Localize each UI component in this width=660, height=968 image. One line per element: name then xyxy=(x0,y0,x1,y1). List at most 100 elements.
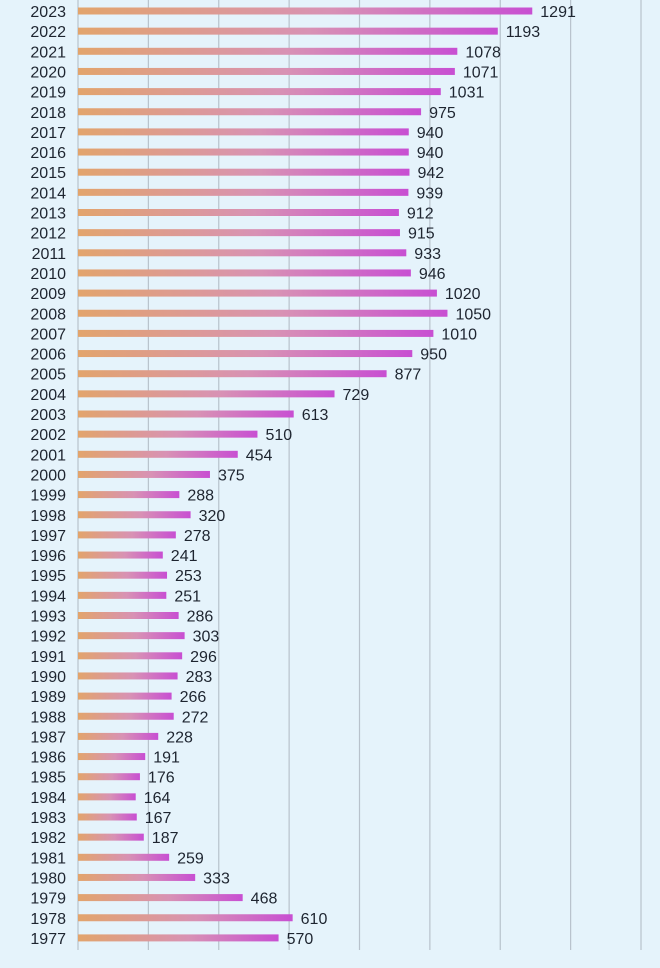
value-label: 877 xyxy=(395,367,422,384)
value-label: 1078 xyxy=(465,44,501,61)
value-label: 915 xyxy=(408,226,435,243)
value-label: 1291 xyxy=(540,4,576,21)
category-label: 1992 xyxy=(30,629,66,646)
category-label: 1998 xyxy=(30,508,66,525)
bar xyxy=(78,148,409,156)
bar xyxy=(78,289,437,297)
bar xyxy=(78,209,399,216)
category-label: 2014 xyxy=(30,185,66,202)
value-label: 253 xyxy=(175,568,202,585)
category-label: 1977 xyxy=(30,931,66,948)
category-label: 1980 xyxy=(30,870,66,887)
value-label: 510 xyxy=(265,427,292,444)
category-label: 2021 xyxy=(30,44,66,61)
value-label: 228 xyxy=(166,729,193,746)
bar xyxy=(78,692,172,700)
bar xyxy=(78,168,410,176)
bar xyxy=(78,229,400,237)
value-label: 266 xyxy=(180,689,207,706)
bar xyxy=(78,632,185,640)
value-label: 286 xyxy=(187,609,214,626)
category-label: 1996 xyxy=(30,548,66,565)
value-label: 975 xyxy=(429,105,456,122)
value-label: 333 xyxy=(203,870,230,887)
value-label: 939 xyxy=(416,185,443,202)
bar xyxy=(78,591,167,599)
value-label: 1050 xyxy=(455,306,491,323)
bar xyxy=(78,67,455,75)
category-label: 2002 xyxy=(30,427,66,444)
value-label: 1031 xyxy=(449,85,485,102)
bar xyxy=(78,249,407,257)
category-label: 2017 xyxy=(30,125,66,142)
value-label: 278 xyxy=(184,528,211,545)
category-label: 2007 xyxy=(30,326,66,343)
value-label: 933 xyxy=(414,246,441,263)
value-label: 320 xyxy=(199,508,226,525)
category-label: 1989 xyxy=(30,689,66,706)
value-label: 259 xyxy=(177,850,204,867)
bar xyxy=(78,88,441,96)
value-label: 613 xyxy=(302,407,329,424)
category-label: 2003 xyxy=(30,407,66,424)
category-label: 2001 xyxy=(30,447,66,464)
bar xyxy=(78,329,434,337)
value-label: 164 xyxy=(144,790,171,807)
category-label: 1995 xyxy=(30,568,66,585)
value-label: 610 xyxy=(301,911,328,928)
category-label: 1990 xyxy=(30,669,66,686)
category-label: 2012 xyxy=(30,226,66,243)
value-label: 912 xyxy=(407,206,434,223)
value-label: 454 xyxy=(246,447,273,464)
value-label: 468 xyxy=(251,891,278,908)
value-label: 296 xyxy=(190,649,217,666)
category-label: 1991 xyxy=(30,649,66,666)
value-label: 1193 xyxy=(506,24,541,41)
value-label: 942 xyxy=(417,165,444,182)
value-label: 283 xyxy=(186,669,213,686)
category-label: 1999 xyxy=(30,488,66,505)
category-label: 2009 xyxy=(30,286,66,303)
value-label: 272 xyxy=(182,709,209,726)
value-label: 1020 xyxy=(445,286,481,303)
bar xyxy=(78,309,448,317)
value-label: 303 xyxy=(193,629,220,646)
bar xyxy=(78,108,422,116)
category-label: 1978 xyxy=(30,911,66,928)
category-label: 1984 xyxy=(30,790,66,807)
value-label: 940 xyxy=(417,125,444,142)
bar xyxy=(78,269,411,277)
bar xyxy=(78,470,210,478)
category-label: 2020 xyxy=(30,64,66,81)
value-label: 1010 xyxy=(441,326,477,343)
value-label: 241 xyxy=(171,548,198,565)
bar xyxy=(78,450,238,458)
bar xyxy=(78,853,170,861)
bar xyxy=(78,571,168,579)
bar xyxy=(78,551,163,559)
bar xyxy=(78,793,136,801)
category-label: 2015 xyxy=(30,165,66,182)
category-label: 2004 xyxy=(30,387,66,404)
bar xyxy=(78,491,180,499)
category-label: 2005 xyxy=(30,367,66,384)
value-label: 375 xyxy=(218,467,245,484)
bar xyxy=(78,531,176,539)
bar xyxy=(78,813,137,821)
value-label: 729 xyxy=(343,387,370,404)
category-label: 2006 xyxy=(30,347,66,364)
category-label: 2000 xyxy=(30,467,66,484)
category-label: 2016 xyxy=(30,145,66,162)
category-label: 2010 xyxy=(30,266,66,283)
gridlines xyxy=(77,0,642,950)
bar xyxy=(78,894,243,902)
category-label: 1986 xyxy=(30,750,66,767)
category-label: 2018 xyxy=(30,105,66,122)
category-label: 2013 xyxy=(30,206,66,223)
bar xyxy=(78,612,179,619)
bar xyxy=(78,712,174,720)
bar xyxy=(78,753,146,761)
bar xyxy=(78,672,178,680)
category-label: 1988 xyxy=(30,709,66,726)
